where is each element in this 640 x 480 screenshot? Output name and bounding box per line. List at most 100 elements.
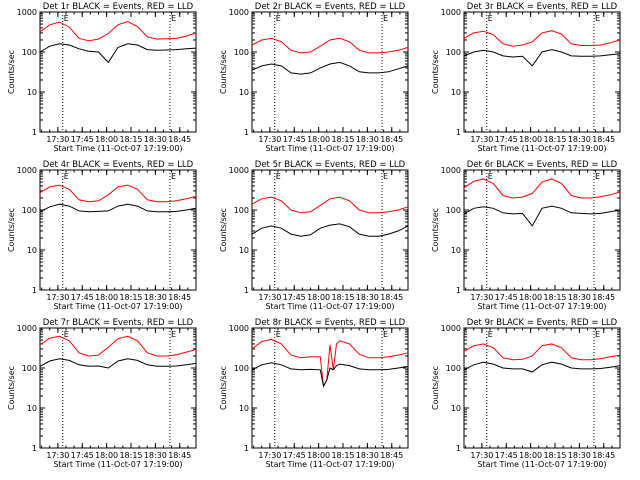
y-tick-label: 10: [27, 246, 37, 255]
flag-label: E: [488, 172, 493, 181]
x-tick-label: 18:15: [331, 135, 354, 144]
x-tick-label: 18:15: [543, 451, 566, 460]
x-tick-label: 17:45: [495, 451, 518, 460]
x-tick-label: 17:45: [283, 293, 306, 302]
x-tick-label: 17:30: [258, 293, 281, 302]
series-line-events: [463, 361, 621, 373]
panel-det-2r: Det 2r BLACK = Events, RED = LLD 1 10 100 10…: [219, 2, 409, 153]
x-tick-label: 18:30: [568, 135, 591, 144]
y-axis-label: Counts/sec: [7, 208, 16, 252]
flag-label: E: [383, 14, 388, 23]
x-axis-label: Start Time (11-Oct-07 17:19:00): [265, 302, 394, 311]
series-line-events: [39, 203, 197, 213]
y-tick-label: 10: [239, 404, 249, 413]
x-tick-label: 18:15: [119, 135, 142, 144]
y-tick-label: 1000: [17, 8, 37, 17]
series-line-events: [39, 43, 197, 64]
panel-title: Det 5r BLACK = Events, RED = LLD: [255, 160, 406, 170]
flag-label: E: [488, 14, 493, 23]
panel-title: Det 9r BLACK = Events, RED = LLD: [467, 318, 618, 328]
y-tick-label: 100: [22, 48, 37, 57]
y-tick-label: 1000: [229, 8, 249, 17]
plot-frame: [251, 327, 409, 449]
x-tick-label: 18:30: [356, 135, 379, 144]
x-tick-label: 17:45: [283, 135, 306, 144]
y-tick-label: 1: [32, 286, 37, 295]
y-axis-label: Counts/sec: [219, 366, 228, 410]
series-line-lld: [39, 20, 197, 42]
series-line-events: [463, 205, 621, 227]
x-axis-label: Start Time (11-Oct-07 17:19:00): [53, 460, 182, 469]
x-axis-label: Start Time (11-Oct-07 17:19:00): [477, 460, 606, 469]
plot-frame: [39, 11, 197, 133]
y-tick-label: 1000: [441, 324, 461, 333]
panel-title: Det 4r BLACK = Events, RED = LLD: [43, 160, 194, 170]
panel-det-4r: Det 4r BLACK = Events, RED = LLD 1 10 100 10…: [7, 160, 197, 311]
panel-title: Det 2r BLACK = Events, RED = LLD: [255, 2, 406, 12]
series-line-lld: [39, 184, 197, 203]
series-line-lld: [463, 178, 621, 199]
y-axis-label: Counts/sec: [431, 208, 440, 252]
y-tick-label: 10: [451, 246, 461, 255]
x-tick-label: 18:45: [592, 293, 615, 302]
y-tick-label: 10: [239, 88, 249, 97]
y-tick-label: 1: [32, 444, 37, 453]
flag-label: E: [276, 14, 281, 23]
panel-det-5r: Det 5r BLACK = Events, RED = LLD 1 10 100 10…: [219, 160, 409, 311]
x-tick-label: 18:15: [119, 451, 142, 460]
x-tick-label: 18:15: [543, 293, 566, 302]
x-tick-label: 18:45: [592, 451, 615, 460]
x-tick-label: 17:45: [71, 293, 94, 302]
x-tick-label: 18:00: [519, 451, 542, 460]
flag-label: E: [64, 14, 69, 23]
y-tick-label: 10: [239, 246, 249, 255]
panel-det-8r: Det 8r BLACK = Events, RED = LLD 1 10 100 10…: [219, 318, 409, 469]
series-line-lld: [463, 30, 621, 47]
panel-title: Det 7r BLACK = Events, RED = LLD: [43, 318, 194, 328]
x-tick-label: 18:30: [568, 293, 591, 302]
panel-title: Det 8r BLACK = Events, RED = LLD: [255, 318, 406, 328]
x-axis-label: Start Time (11-Oct-07 17:19:00): [265, 460, 394, 469]
y-tick-label: 100: [234, 48, 249, 57]
y-tick-label: 1000: [17, 324, 37, 333]
plot-frame: [463, 327, 621, 449]
flag-label: E: [64, 330, 69, 339]
y-tick-label: 1000: [441, 8, 461, 17]
x-tick-label: 18:15: [543, 135, 566, 144]
y-tick-label: 1: [32, 128, 37, 137]
flag-label: E: [171, 330, 176, 339]
panel-det-7r: Det 7r BLACK = Events, RED = LLD 1 10 100 10…: [7, 318, 197, 469]
series-line-lld: [251, 338, 409, 388]
x-tick-label: 18:45: [380, 135, 403, 144]
y-tick-label: 100: [22, 364, 37, 373]
x-axis-label: Start Time (11-Oct-07 17:19:00): [477, 144, 606, 153]
y-tick-label: 1000: [17, 166, 37, 175]
series-line-lld: [251, 37, 409, 54]
plot-frame: [251, 11, 409, 133]
panel-title: Det 6r BLACK = Events, RED = LLD: [467, 160, 618, 170]
x-tick-label: 18:30: [356, 451, 379, 460]
plot-frame: [39, 327, 197, 449]
y-tick-label: 100: [234, 364, 249, 373]
flag-label: E: [488, 330, 493, 339]
x-tick-label: 18:45: [168, 293, 191, 302]
flag-label: E: [171, 14, 176, 23]
panel-title: Det 1r BLACK = Events, RED = LLD: [43, 2, 194, 12]
x-tick-label: 17:30: [46, 451, 69, 460]
flag-label: E: [383, 172, 388, 181]
x-tick-label: 18:30: [144, 451, 167, 460]
x-tick-label: 18:30: [144, 135, 167, 144]
x-tick-label: 17:30: [258, 451, 281, 460]
x-tick-label: 17:30: [46, 293, 69, 302]
x-axis-label: Start Time (11-Oct-07 17:19:00): [477, 302, 606, 311]
x-tick-label: 18:45: [168, 451, 191, 460]
flag-label: E: [276, 172, 281, 181]
y-tick-label: 1: [244, 444, 249, 453]
x-tick-label: 17:45: [495, 135, 518, 144]
y-tick-label: 1: [456, 444, 461, 453]
x-tick-label: 18:45: [168, 135, 191, 144]
series-line-lld: [251, 196, 409, 214]
x-tick-label: 17:30: [258, 135, 281, 144]
y-tick-label: 1000: [229, 324, 249, 333]
